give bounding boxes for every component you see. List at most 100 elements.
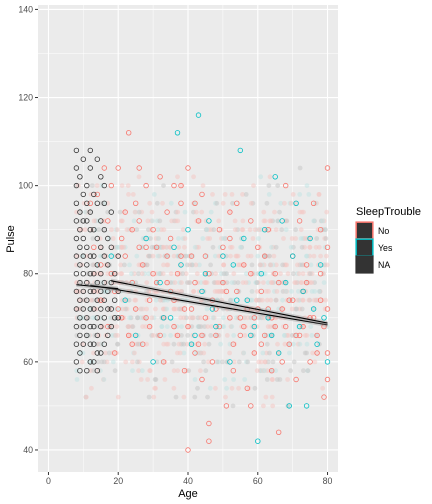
background-point: [270, 403, 276, 409]
data-point-no: [220, 244, 226, 250]
data-point-no: [94, 191, 100, 198]
background-point: [285, 403, 291, 409]
background-point: [101, 227, 107, 233]
data-point-no: [296, 218, 303, 224]
data-point-yes: [213, 323, 219, 330]
background-point: [283, 227, 289, 233]
background-point: [132, 350, 137, 356]
background-point: [182, 236, 188, 241]
x-tick-label: 40: [183, 476, 193, 486]
background-point: [194, 350, 199, 356]
data-point-no: [241, 323, 247, 330]
background-point: [179, 324, 185, 329]
background-point: [176, 341, 182, 347]
background-point: [99, 359, 105, 365]
background-point: [129, 271, 134, 277]
data-point-yes: [258, 271, 264, 277]
data-point-yes: [143, 235, 149, 242]
background-point: [124, 227, 130, 233]
background-point: [133, 297, 139, 303]
data-point-no: [178, 253, 184, 259]
background-point: [278, 271, 283, 277]
data-point-no: [307, 359, 313, 365]
data-point-yes: [317, 262, 324, 268]
background-point: [113, 333, 118, 338]
background-point: [264, 200, 270, 206]
data-point-no: [164, 209, 170, 215]
regression-line-no: [90, 284, 328, 326]
data-point-no: [181, 368, 188, 374]
data-point-na: [91, 191, 97, 198]
background-point: [246, 385, 252, 391]
data-point-na: [101, 297, 107, 303]
background-point: [251, 350, 257, 356]
data-point-na: [73, 200, 80, 206]
y-tick-label: 120: [18, 93, 33, 103]
background-point: [164, 244, 170, 250]
background-point: [240, 218, 246, 224]
background-point: [151, 333, 156, 338]
background-point: [145, 236, 151, 241]
background-point: [304, 183, 310, 189]
data-point-na: [91, 271, 97, 277]
background-point: [175, 209, 181, 215]
background-point: [308, 324, 314, 329]
background-point: [255, 289, 260, 294]
data-point-no: [216, 226, 223, 233]
background-point: [267, 227, 273, 233]
data-point-no: [87, 200, 93, 206]
data-point-no: [279, 306, 285, 312]
background-point: [149, 315, 155, 321]
background-point: [306, 192, 312, 197]
background-point: [300, 271, 306, 277]
background-point: [171, 385, 177, 391]
background-point: [164, 280, 170, 285]
background-point: [183, 253, 188, 259]
data-point-no: [157, 332, 163, 339]
data-point-yes: [293, 200, 299, 206]
data-point-no: [98, 297, 104, 303]
background-point: [280, 280, 286, 285]
background-point: [197, 262, 202, 268]
background-point: [212, 253, 218, 259]
data-point-na: [87, 306, 93, 312]
data-point-na: [80, 288, 86, 295]
background-point: [151, 394, 157, 400]
data-point-no: [115, 306, 121, 312]
background-point: [313, 200, 318, 206]
background-point: [248, 200, 254, 206]
background-point: [303, 236, 308, 241]
background-point: [155, 253, 161, 259]
data-point-na: [80, 306, 86, 312]
background-point: [139, 368, 145, 374]
background-point: [293, 200, 299, 206]
background-point: [169, 359, 175, 365]
data-point-no: [136, 244, 142, 250]
data-point-na: [94, 156, 100, 162]
background-point: [176, 236, 181, 241]
data-point-no: [265, 226, 271, 233]
background-point: [220, 236, 226, 241]
data-point-no: [105, 218, 111, 224]
data-point-na: [87, 323, 93, 330]
background-point: [178, 315, 184, 321]
background-point: [228, 244, 233, 250]
background-point: [240, 192, 245, 197]
background-point: [83, 394, 89, 400]
background-point: [254, 280, 260, 285]
data-point-yes: [303, 403, 310, 409]
data-point-na: [98, 174, 104, 180]
data-point-no: [272, 323, 278, 330]
background-point: [159, 324, 165, 329]
background-point: [82, 324, 88, 329]
data-point-no: [223, 403, 230, 409]
background-point: [87, 209, 93, 215]
data-point-na: [94, 315, 100, 321]
background-point: [269, 394, 275, 400]
data-point-na: [108, 209, 114, 215]
background-point: [115, 244, 120, 250]
background-point: [153, 244, 159, 250]
background-point: [314, 236, 320, 241]
background-point: [229, 192, 235, 197]
data-point-yes: [178, 262, 184, 268]
